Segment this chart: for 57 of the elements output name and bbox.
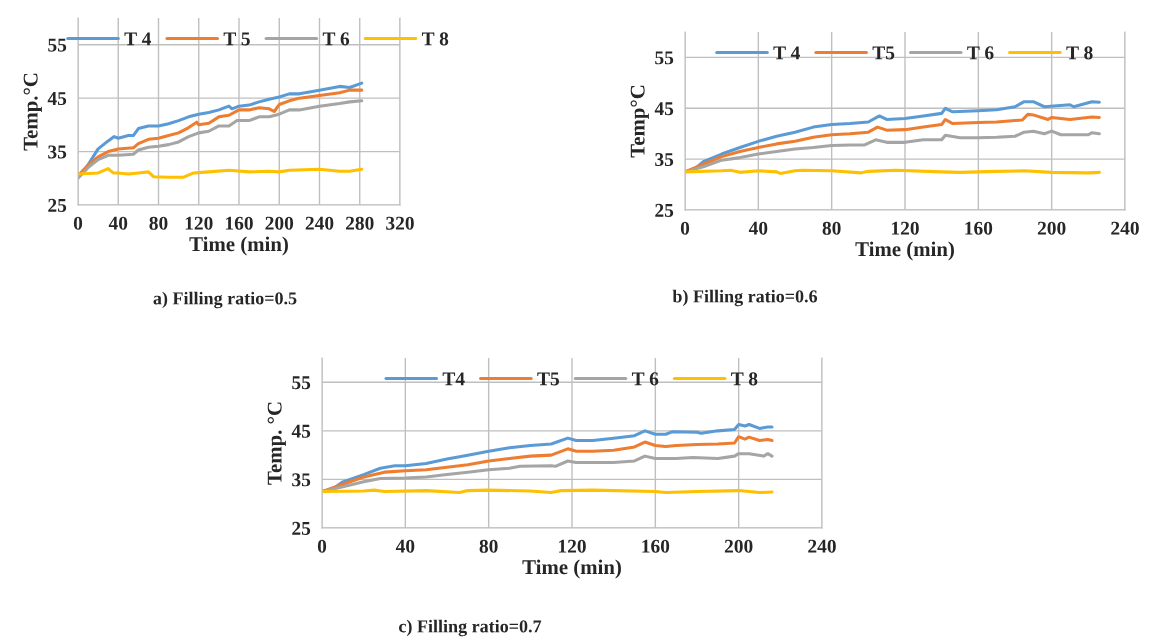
legend-label: T 6: [631, 372, 659, 386]
x-tick-label: 80: [479, 539, 498, 553]
x-tick-label: 240: [305, 216, 334, 230]
y-tick-label: 45: [291, 424, 311, 438]
legend-label: T 8: [421, 32, 449, 46]
y-tick-label: 35: [655, 153, 674, 167]
legend-label: T 6: [967, 46, 994, 60]
legend-label: T 5: [223, 32, 250, 46]
y-axis-title: Temp. °C: [267, 402, 286, 485]
x-tick-label: 40: [108, 216, 128, 230]
legend-label: T 4: [773, 46, 800, 60]
y-tick-label: 25: [655, 203, 674, 217]
x-tick-label: 200: [1037, 221, 1066, 235]
line-series: [78, 167, 364, 179]
text: c) Filling ratio=0.7: [399, 619, 542, 637]
text: a) Filling ratio=0.5: [153, 291, 297, 309]
x-tick-label: 200: [265, 216, 294, 230]
x-tick-label: 280: [345, 216, 374, 230]
legend-label: T 8: [1066, 46, 1093, 60]
x-tick-label: 0: [73, 216, 83, 230]
x-tick-label: 120: [558, 539, 586, 553]
x-tick-label: 80: [149, 216, 168, 230]
x-axis-title: Time (min): [522, 559, 621, 579]
y-tick-label: 55: [655, 51, 674, 65]
y-tick-label: 35: [48, 145, 67, 159]
text: b) Filling ratio=0.6: [672, 289, 818, 307]
legend-label: T 6: [322, 32, 350, 46]
y-tick-label: 45: [654, 102, 674, 116]
y-axis-title: Temp°C: [630, 85, 649, 158]
x-tick-label: 320: [386, 216, 414, 230]
x-tick-label: 80: [822, 221, 841, 235]
legend-label: T 8: [731, 372, 758, 386]
x-tick-label: 0: [680, 221, 690, 235]
x-tick-label: 240: [808, 539, 836, 553]
legend-label: T4: [442, 372, 465, 386]
legend-label: T5: [537, 372, 559, 386]
x-tick-label: 40: [395, 539, 415, 553]
y-tick-label: 25: [292, 521, 311, 535]
y-tick-label: 55: [292, 376, 311, 390]
y-axis-title: Temp.°C: [23, 73, 42, 151]
y-tick-label: 25: [48, 198, 67, 212]
x-tick-label: 160: [225, 216, 253, 230]
x-tick-label: 40: [748, 221, 768, 235]
x-axis-title: Time (min): [855, 241, 954, 261]
y-tick-label: 35: [292, 473, 311, 487]
x-tick-label: 200: [724, 539, 753, 553]
x-tick-label: 240: [1111, 221, 1139, 235]
x-tick-label: 120: [185, 216, 213, 230]
x-tick-label: 160: [965, 221, 993, 235]
x-tick-label: 0: [317, 539, 327, 553]
y-tick-label: 55: [48, 38, 67, 52]
x-axis-title: Time (min): [189, 236, 288, 256]
x-tick-label: 120: [891, 221, 919, 235]
legend-label: T5: [872, 46, 895, 60]
y-tick-label: 45: [47, 92, 67, 106]
legend-label: T 4: [124, 32, 152, 46]
x-tick-label: 160: [642, 539, 670, 553]
